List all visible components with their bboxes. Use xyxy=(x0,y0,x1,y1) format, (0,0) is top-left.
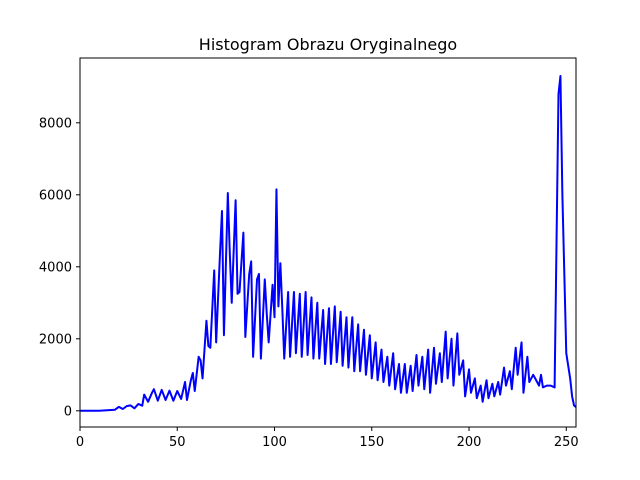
x-tick-label: 100 xyxy=(262,435,287,450)
x-tick-label: 150 xyxy=(359,435,384,450)
chart-title: Histogram Obrazu Oryginalnego xyxy=(199,35,457,54)
plot-frame xyxy=(79,57,577,428)
y-tick-label: 2000 xyxy=(39,332,72,347)
x-tick-label: 200 xyxy=(457,435,482,450)
x-tick-label: 50 xyxy=(169,435,186,450)
y-tick-label: 0 xyxy=(64,404,72,419)
y-tick-label: 6000 xyxy=(39,188,72,203)
y-axis: 0 2000 4000 6000 8000 xyxy=(39,116,80,419)
plot-area xyxy=(80,75,577,412)
x-axis: 0 50 100 150 200 250 xyxy=(76,427,579,450)
x-tick-label: 250 xyxy=(554,435,579,450)
y-tick-label: 4000 xyxy=(39,260,72,275)
histogram-series-line xyxy=(80,75,577,412)
y-tick-label: 8000 xyxy=(39,116,72,131)
x-tick-label: 0 xyxy=(76,435,84,450)
